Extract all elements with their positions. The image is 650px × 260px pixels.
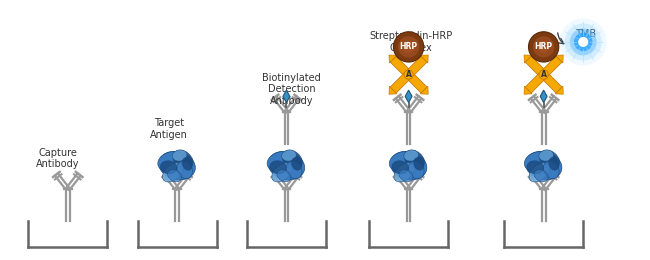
Ellipse shape [172,150,187,161]
Polygon shape [405,90,412,103]
Text: Capture
Antibody: Capture Antibody [36,148,80,170]
Polygon shape [524,55,532,63]
Polygon shape [555,55,564,63]
Circle shape [539,70,548,79]
Ellipse shape [268,151,305,180]
Ellipse shape [391,151,427,180]
Circle shape [528,32,559,62]
Circle shape [574,33,592,51]
Ellipse shape [177,161,192,179]
Ellipse shape [525,151,562,180]
Polygon shape [390,56,427,93]
Ellipse shape [389,152,415,171]
Ellipse shape [173,150,193,169]
Polygon shape [390,56,427,93]
Text: HRP: HRP [534,42,552,51]
Ellipse shape [527,161,543,174]
Ellipse shape [286,161,302,179]
Circle shape [560,18,606,66]
Polygon shape [389,55,397,63]
Circle shape [398,36,419,57]
Ellipse shape [549,158,558,170]
Text: A: A [406,70,411,79]
Ellipse shape [168,170,181,182]
Polygon shape [420,86,428,94]
Ellipse shape [540,150,560,169]
Ellipse shape [539,150,554,161]
Polygon shape [540,90,547,103]
Ellipse shape [292,158,302,170]
Ellipse shape [159,151,195,180]
Circle shape [393,32,424,62]
Ellipse shape [534,170,548,182]
Text: A: A [541,70,547,79]
Ellipse shape [161,161,177,174]
Polygon shape [283,90,290,103]
Text: Streptavidin-HRP
Complex: Streptavidin-HRP Complex [369,31,452,53]
Polygon shape [525,56,562,93]
Circle shape [402,41,415,53]
Circle shape [570,29,597,55]
Ellipse shape [281,150,296,161]
Ellipse shape [543,161,559,179]
Ellipse shape [158,152,183,171]
Ellipse shape [404,150,424,169]
Text: TMB: TMB [575,29,596,39]
Ellipse shape [529,163,550,182]
Ellipse shape [162,163,183,182]
Polygon shape [524,86,532,94]
Ellipse shape [270,161,286,174]
Ellipse shape [182,158,192,170]
Circle shape [538,41,550,53]
Text: Target
Antigen: Target Antigen [150,118,188,140]
Ellipse shape [282,150,302,169]
Polygon shape [420,55,428,63]
Circle shape [578,37,588,47]
Ellipse shape [272,163,292,182]
Circle shape [533,36,554,57]
Polygon shape [389,86,397,94]
Ellipse shape [404,150,419,161]
Text: HRP: HRP [400,42,418,51]
Ellipse shape [392,161,408,174]
Text: Biotinylated
Detection
Antibody: Biotinylated Detection Antibody [262,73,320,106]
Ellipse shape [414,158,424,170]
Ellipse shape [525,152,549,171]
Circle shape [565,23,602,61]
Ellipse shape [408,161,424,179]
Polygon shape [555,86,564,94]
Ellipse shape [267,152,292,171]
Ellipse shape [277,170,291,182]
Circle shape [404,70,413,79]
Ellipse shape [399,170,413,182]
Polygon shape [525,56,562,93]
Ellipse shape [394,163,415,182]
